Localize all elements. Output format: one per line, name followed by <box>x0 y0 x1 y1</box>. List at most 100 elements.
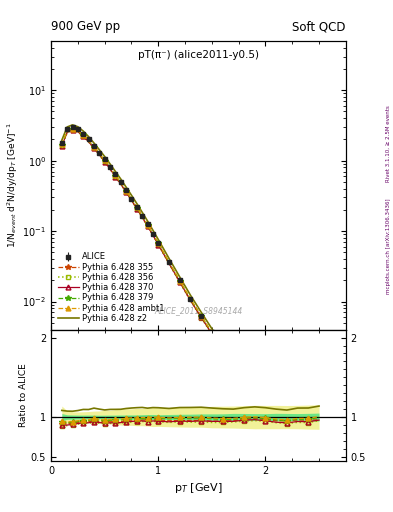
Pythia 6.428 379 <box>151 231 155 237</box>
Pythia 6.428 370 <box>75 129 80 135</box>
Pythia 6.428 370 <box>306 467 311 473</box>
Pythia 6.428 379 <box>285 438 289 444</box>
Pythia 6.428 379 <box>134 204 139 210</box>
Pythia 6.428 ambt1 <box>97 151 102 157</box>
Pythia 6.428 379 <box>177 278 182 284</box>
Pythia 6.428 370 <box>92 145 96 151</box>
Pythia 6.428 z2 <box>231 358 236 364</box>
Pythia 6.428 370 <box>113 174 118 180</box>
Pythia 6.428 379 <box>129 196 134 202</box>
Pythia 6.428 356 <box>151 232 155 239</box>
Pythia 6.428 ambt1 <box>156 240 161 246</box>
Pythia 6.428 370 <box>263 410 268 416</box>
Pythia 6.428 379 <box>274 424 279 431</box>
Pythia 6.428 379 <box>118 180 123 186</box>
Pythia 6.428 z2 <box>317 477 321 483</box>
Pythia 6.428 356 <box>209 331 214 337</box>
Pythia 6.428 355 <box>199 314 204 320</box>
Pythia 6.428 356 <box>220 347 225 353</box>
Text: pT(π⁻) (alice2011-y0.5): pT(π⁻) (alice2011-y0.5) <box>138 50 259 59</box>
Pythia 6.428 ambt1 <box>92 144 96 150</box>
Text: mcplots.cern.ch [arXiv:1306.3436]: mcplots.cern.ch [arXiv:1306.3436] <box>386 198 391 293</box>
Pythia 6.428 370 <box>70 127 75 133</box>
Pythia 6.428 379 <box>97 151 102 157</box>
Pythia 6.428 z2 <box>252 389 257 395</box>
Pythia 6.428 z2 <box>92 140 96 146</box>
Pythia 6.428 379 <box>317 481 321 487</box>
Pythia 6.428 379 <box>124 188 129 194</box>
Pythia 6.428 z2 <box>118 176 123 182</box>
Pythia 6.428 379 <box>156 240 161 246</box>
Pythia 6.428 356 <box>108 166 112 173</box>
Pythia 6.428 379 <box>209 330 214 336</box>
Pythia 6.428 z2 <box>199 309 204 315</box>
X-axis label: p$_{T}$ [GeV]: p$_{T}$ [GeV] <box>174 481 223 495</box>
Pythia 6.428 ambt1 <box>295 452 300 458</box>
Pythia 6.428 355 <box>86 138 91 144</box>
Pythia 6.428 379 <box>252 393 257 399</box>
Pythia 6.428 370 <box>156 242 161 248</box>
Pythia 6.428 ambt1 <box>167 259 171 265</box>
Pythia 6.428 356 <box>285 439 289 445</box>
Pythia 6.428 355 <box>252 393 257 399</box>
Pythia 6.428 356 <box>242 378 246 385</box>
Pythia 6.428 370 <box>151 232 155 238</box>
Pythia 6.428 356 <box>145 223 150 229</box>
Pythia 6.428 370 <box>252 394 257 400</box>
Pythia 6.428 z2 <box>75 124 80 130</box>
Pythia 6.428 370 <box>199 314 204 321</box>
Pythia 6.428 z2 <box>97 146 102 153</box>
Pythia 6.428 ambt1 <box>65 128 70 134</box>
Pythia 6.428 356 <box>188 297 193 304</box>
Pythia 6.428 ambt1 <box>134 204 139 210</box>
Pythia 6.428 370 <box>108 166 112 172</box>
Pythia 6.428 ambt1 <box>124 188 129 194</box>
Pythia 6.428 z2 <box>86 134 91 140</box>
Pythia 6.428 356 <box>75 129 80 135</box>
Pythia 6.428 ambt1 <box>242 377 246 383</box>
Pythia 6.428 370 <box>129 197 134 203</box>
Pythia 6.428 379 <box>86 138 91 144</box>
Text: ALICE_2011_S8945144: ALICE_2011_S8945144 <box>154 306 242 315</box>
Pythia 6.428 355 <box>167 260 171 266</box>
Pythia 6.428 z2 <box>108 161 112 167</box>
Text: Rivet 3.1.10, ≥ 2.5M events: Rivet 3.1.10, ≥ 2.5M events <box>386 105 391 182</box>
Pythia 6.428 355 <box>113 173 118 179</box>
Pythia 6.428 ambt1 <box>285 438 289 444</box>
Pythia 6.428 z2 <box>102 154 107 160</box>
Legend: ALICE, Pythia 6.428 355, Pythia 6.428 356, Pythia 6.428 370, Pythia 6.428 379, P: ALICE, Pythia 6.428 355, Pythia 6.428 35… <box>55 250 167 326</box>
Pythia 6.428 356 <box>97 152 102 158</box>
Pythia 6.428 z2 <box>188 292 193 298</box>
Pythia 6.428 z2 <box>59 137 64 143</box>
Pythia 6.428 356 <box>252 394 257 400</box>
Pythia 6.428 z2 <box>156 237 161 243</box>
Text: 900 GeV pp: 900 GeV pp <box>51 20 120 33</box>
Pythia 6.428 ambt1 <box>231 361 236 368</box>
Pythia 6.428 356 <box>134 206 139 212</box>
Pythia 6.428 356 <box>129 198 134 204</box>
Pythia 6.428 ambt1 <box>140 213 145 219</box>
Pythia 6.428 z2 <box>274 420 279 426</box>
Pythia 6.428 355 <box>102 158 107 164</box>
Pythia 6.428 370 <box>188 297 193 304</box>
Pythia 6.428 ambt1 <box>274 424 279 430</box>
Pythia 6.428 z2 <box>124 184 129 190</box>
Pythia 6.428 356 <box>156 242 161 248</box>
Pythia 6.428 355 <box>317 482 321 488</box>
Pythia 6.428 370 <box>134 205 139 211</box>
Pythia 6.428 ambt1 <box>177 278 182 284</box>
Pythia 6.428 ambt1 <box>86 137 91 143</box>
Pythia 6.428 z2 <box>145 218 150 224</box>
Pythia 6.428 356 <box>317 482 321 488</box>
Pythia 6.428 ambt1 <box>188 295 193 302</box>
Pythia 6.428 356 <box>306 467 311 474</box>
Text: Soft QCD: Soft QCD <box>292 20 346 33</box>
Pythia 6.428 370 <box>145 223 150 229</box>
Pythia 6.428 355 <box>188 297 193 303</box>
Pythia 6.428 370 <box>209 331 214 337</box>
Line: Pythia 6.428 379: Pythia 6.428 379 <box>59 126 322 486</box>
Pythia 6.428 ambt1 <box>199 313 204 319</box>
Pythia 6.428 355 <box>75 128 80 134</box>
Pythia 6.428 370 <box>102 159 107 165</box>
Pythia 6.428 ambt1 <box>59 141 64 147</box>
